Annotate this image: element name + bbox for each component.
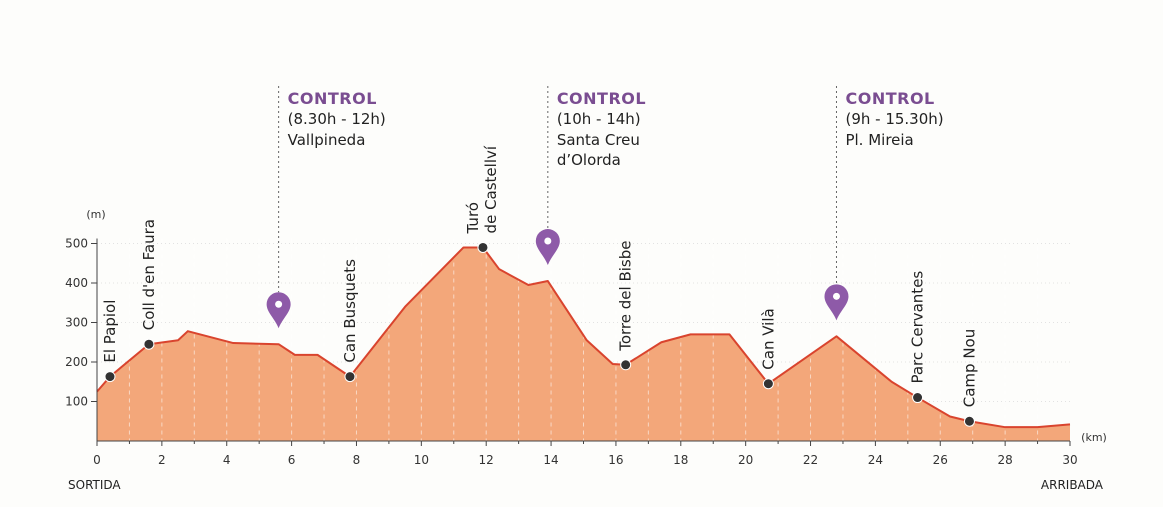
waypoint-label: Can Busquets [341,259,359,363]
x-tick-label: 24 [868,453,883,467]
x-tick-label: 30 [1062,453,1077,467]
y-tick-label: 300 [65,316,88,330]
x-tick-label: 6 [288,453,296,467]
map-pin-icon [266,292,291,329]
map-pin-hole [544,237,552,245]
end-label: ARRIBADA [1041,478,1104,492]
controls-layer: CONTROL (8.30h - 12h) Vallpineda CONTROL (10… [266,86,944,329]
map-pin-hole [275,300,283,308]
waypoint-label: Parc Cervantes [909,271,927,384]
map-pin-hole [832,292,840,300]
waypoint-label: Coll d'en Faura [140,219,158,330]
x-tick-label: 16 [608,453,623,467]
area-layer [96,238,1071,441]
map-pin-icon [824,284,849,321]
x-tick-label: 10 [414,453,429,467]
x-tick-label: 2 [158,453,166,467]
control-hours: (8.30h - 12h) [288,110,386,128]
waypoint-marker [104,371,116,383]
labels-layer: El Papiol Coll d'en Faura Can Busquets Turó… [101,145,978,407]
control-place: Vallpineda [288,131,366,149]
x-tick-label: 4 [223,453,231,467]
x-tick-label: 22 [803,453,818,467]
waypoints-layer [104,241,975,427]
control-hours: (10h - 14h) [557,110,641,128]
x-axis-unit: (km) [1081,431,1107,444]
waypoint-label: Torre del Bisbe [617,241,635,352]
y-tick-label: 500 [65,237,88,251]
waypoint-marker [620,359,632,371]
x-tick-label: 20 [738,453,753,467]
x-tick-label: 14 [543,453,558,467]
waypoint-marker [963,415,975,427]
control-place: d’Olorda [557,151,621,169]
x-tick-label: 12 [479,453,494,467]
y-tick-label: 400 [65,276,88,290]
waypoint-label: Can Vilà [759,308,777,369]
waypoint-marker [344,371,356,383]
waypoint-marker [143,338,155,350]
y-tick-label: 200 [65,355,88,369]
x-tick-label: 8 [353,453,361,467]
x-tick-label: 0 [93,453,101,467]
map-pin-icon [535,229,560,266]
waypoint-marker [477,241,489,253]
waypoint-marker [912,392,924,404]
control-place: Pl. Mireia [845,131,913,149]
y-axis-unit: (m) [86,208,105,221]
control-title: CONTROL [557,89,646,108]
control-title: CONTROL [845,89,934,108]
control-place: Santa Creu [557,131,640,149]
x-tick-label: 26 [933,453,948,467]
start-label: SORTIDA [68,478,121,492]
waypoint-label-line2: de Castellví [482,145,500,233]
x-tick-label: 18 [673,453,688,467]
control-hours: (9h - 15.30h) [845,110,943,128]
waypoint-label: Camp Nou [960,329,978,407]
control-title: CONTROL [288,89,377,108]
waypoint-label: El Papiol [101,300,119,363]
x-tick-label: 28 [997,453,1012,467]
y-tick-label: 100 [65,395,88,409]
waypoint-marker [762,378,774,390]
waypoint-label: Turó [464,202,482,234]
